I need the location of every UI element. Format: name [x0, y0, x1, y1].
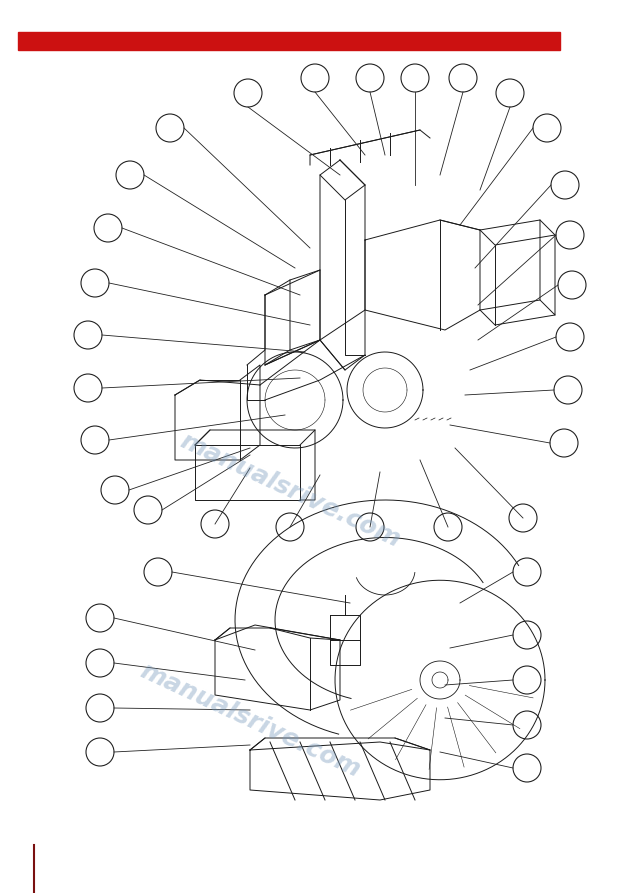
Text: manualsrive.com: manualsrive.com [136, 658, 364, 781]
Text: manualsrive.com: manualsrive.com [176, 429, 404, 552]
Bar [18, 32, 560, 50]
